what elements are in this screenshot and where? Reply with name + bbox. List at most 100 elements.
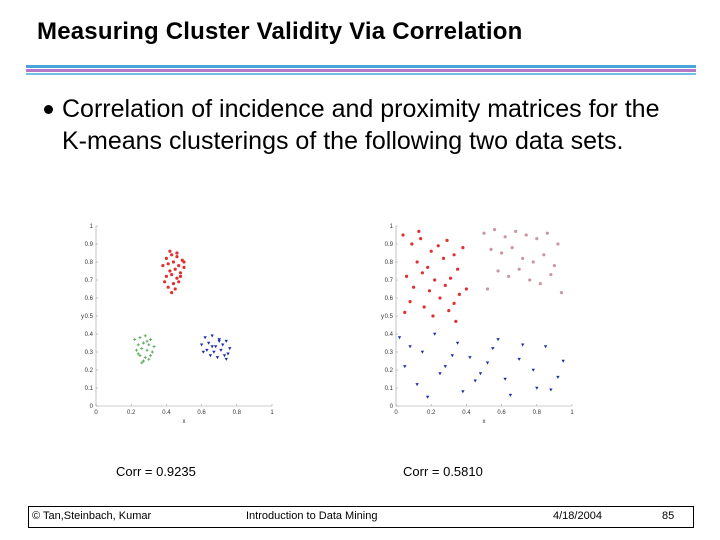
data-point-cluster-blue [210, 345, 214, 349]
bullet-icon [44, 105, 53, 114]
title-divider-line [26, 73, 696, 75]
data-point-cluster-red [422, 305, 426, 309]
slide-footer: © Tan,Steinbach, Kumar Introduction to D… [28, 506, 694, 528]
x-tick-label: 0.2 [127, 410, 136, 416]
data-point-cluster-red [182, 265, 186, 269]
data-point-cluster-red [171, 282, 176, 286]
data-point-cluster-pink [514, 229, 518, 233]
data-point-cluster-green [149, 337, 153, 341]
data-point-cluster-red [170, 253, 174, 257]
data-point-cluster-blue [219, 348, 223, 352]
footer-page-number: 85 [662, 510, 675, 522]
data-point-cluster-pink [521, 256, 525, 260]
data-point-cluster-pink [542, 253, 546, 257]
data-point-cluster-blue [561, 359, 565, 363]
data-point-cluster-red [166, 285, 170, 289]
data-point-cluster-blue [199, 343, 204, 347]
data-point-cluster-green [145, 339, 149, 343]
y-tick-label: 0.6 [385, 296, 394, 302]
data-point-cluster-pink [556, 242, 560, 246]
data-point-cluster-pink [552, 264, 556, 268]
data-point-cluster-red [452, 253, 456, 257]
y-tick-label: 0.7 [385, 278, 394, 284]
data-point-cluster-red [177, 280, 181, 284]
data-point-cluster-red [182, 260, 186, 264]
data-point-cluster-blue [496, 338, 500, 342]
data-point-cluster-pink [559, 291, 564, 295]
data-point-cluster-pink [531, 260, 535, 264]
data-point-cluster-green [142, 359, 146, 363]
data-point-cluster-red [457, 292, 461, 296]
data-point-cluster-red [429, 249, 433, 253]
data-point-cluster-red [175, 251, 179, 255]
scatter-plot-well-separated: 0 0.1 0.2 0.3 0.4 0.5 0.6 0.7 0.8 0.9 1 0 0.2 0.4 0.6 0… [81, 224, 274, 425]
data-point-cluster-red [448, 276, 453, 280]
title-divider-line [26, 69, 696, 72]
data-point-cluster-blue [521, 343, 525, 347]
y-axis-label: y [81, 314, 84, 320]
data-point-cluster-red [164, 256, 168, 260]
y-tick-label: 0.6 [85, 296, 94, 302]
data-point-cluster-pink [496, 269, 500, 273]
data-point-cluster-blue [468, 356, 472, 360]
data-point-cluster-blue [397, 336, 402, 340]
y-tick-label: 0.1 [85, 386, 94, 392]
y-tick-label: 0 [390, 404, 394, 410]
data-point-cluster-red [441, 256, 446, 260]
data-point-cluster-blue [224, 339, 228, 343]
data-point-cluster-red [415, 260, 419, 264]
data-point-cluster-pink [503, 235, 507, 239]
data-point-cluster-red [443, 283, 447, 287]
data-point-cluster-blue [433, 332, 437, 336]
y-tick-label: 0.2 [85, 368, 94, 374]
data-point-cluster-red [420, 271, 424, 275]
data-point-cluster-pink [482, 231, 486, 235]
y-tick-label: 0 [90, 404, 94, 410]
data-point-cluster-red [178, 271, 183, 275]
data-point-cluster-blue [503, 377, 507, 381]
data-point-cluster-green [138, 336, 142, 340]
data-point-cluster-blue [203, 336, 207, 340]
data-point-cluster-red [408, 300, 412, 304]
data-point-cluster-blue [208, 354, 213, 358]
scatter-plot-random-data: 0 0.1 0.2 0.3 0.4 0.5 0.6 0.7 0.8 0.9 1 0 0.2 0.4 0.6 0… [381, 224, 574, 425]
data-point-cluster-blue [201, 350, 206, 354]
data-point-cluster-blue [403, 365, 407, 369]
data-point-cluster-blue [425, 395, 430, 399]
data-point-cluster-green [143, 355, 147, 359]
data-point-cluster-red [170, 291, 174, 295]
data-point-cluster-pink [492, 228, 497, 232]
x-tick-label: 1 [270, 410, 274, 416]
y-tick-label: 0.3 [85, 350, 94, 356]
data-point-cluster-blue [450, 354, 455, 358]
footer-date: 4/18/2004 [553, 510, 602, 522]
data-point-cluster-red [452, 301, 456, 305]
data-point-cluster-green [140, 346, 144, 350]
data-point-cluster-green [152, 345, 156, 349]
correlation-label: Corr = 0.9235 [116, 464, 196, 479]
data-point-cluster-pink [549, 273, 553, 277]
data-point-cluster-blue [210, 334, 214, 338]
x-tick-label: 0 [94, 410, 98, 416]
data-point-cluster-blue [455, 341, 460, 345]
data-point-cluster-red [163, 280, 167, 284]
data-point-cluster-blue [205, 348, 209, 352]
x-tick-label: 0.2 [427, 410, 436, 416]
data-point-cluster-blue [461, 390, 465, 394]
x-axis-label: x [483, 419, 486, 425]
data-point-cluster-red [401, 233, 405, 237]
bullet-text: Correlation of incidence and proximity m… [62, 95, 660, 155]
data-point-cluster-red [417, 229, 421, 233]
y-tick-label: 0.8 [85, 260, 94, 266]
data-point-cluster-red [436, 244, 440, 248]
data-point-cluster-green [140, 361, 144, 365]
data-point-cluster-green [150, 350, 154, 354]
data-point-cluster-red [178, 274, 183, 278]
data-point-cluster-pink [510, 246, 514, 250]
y-tick-label: 1 [390, 224, 394, 230]
data-point-cluster-blue [222, 354, 227, 358]
data-point-cluster-blue [217, 339, 221, 343]
y-tick-label: 0.8 [385, 260, 394, 266]
data-point-cluster-green [133, 337, 137, 341]
data-point-cluster-blue [438, 372, 442, 376]
